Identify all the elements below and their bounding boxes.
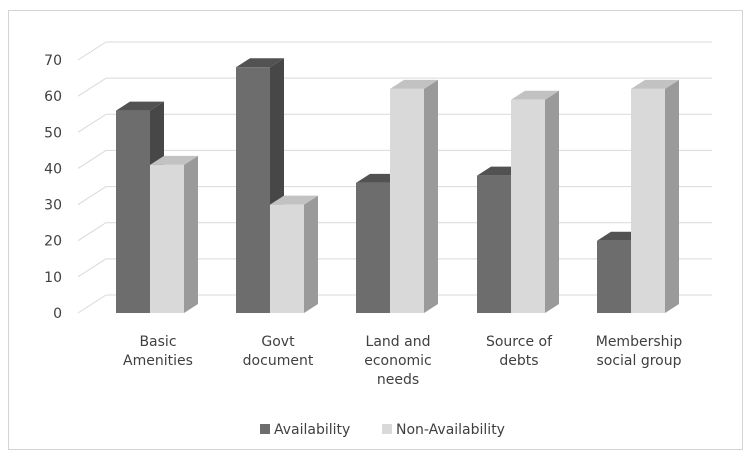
bar-top [116,101,164,111]
bar-side [424,79,438,314]
gridline-depth [77,222,107,242]
x-tick-label: Source of [486,334,553,350]
bar [390,88,424,314]
x-tick-label: document [243,353,314,369]
y-tick-label: 30 [44,198,62,214]
y-tick-label: 0 [53,306,62,322]
bar [270,204,304,313]
bar [511,99,545,313]
y-tick-label: 40 [44,161,62,177]
y-tick-label: 50 [44,125,62,141]
x-tick-label: Govt [261,334,295,350]
y-tick-label: 20 [44,234,62,250]
legend-swatch-availability [260,424,270,434]
x-tick-label: Basic [139,334,176,350]
gridline-depth [77,77,107,97]
bar-top [270,195,318,205]
bar [597,240,631,313]
bar [477,175,511,313]
bar-top [511,90,559,100]
x-tick-label: social group [596,353,681,369]
bar-side [304,195,318,313]
bar-top [631,79,679,89]
legend-label-availability: Availability [274,422,350,438]
y-tick-label: 60 [44,89,62,105]
x-tick-label: debts [499,353,538,369]
legend-swatch-non-availability [382,424,392,434]
bar-side [545,90,559,313]
x-tick-label: Land and [366,334,431,350]
bar-top [236,58,284,68]
bar [116,110,150,313]
bar-top [150,155,198,165]
y-tick-label: 70 [44,53,62,69]
bar-side [665,79,679,314]
gridline-depth [77,186,107,205]
gridline-depth [77,150,107,169]
bar [150,164,184,313]
gridline-depth [77,294,107,314]
gridline-depth [77,258,107,278]
bar [236,67,270,313]
x-tick-label: needs [377,372,419,388]
y-tick-label: 10 [44,270,62,286]
x-tick-label: Membership [596,334,683,350]
legend-label-non-availability: Non-Availability [396,422,505,438]
x-tick-label: economic [364,353,432,369]
gridline-depth [77,41,107,61]
bar [631,88,665,314]
x-tick-label: Amenities [123,353,193,369]
bar-top [390,79,438,89]
bar-side [184,155,198,313]
bar [356,182,390,313]
gridline-depth [77,113,107,133]
